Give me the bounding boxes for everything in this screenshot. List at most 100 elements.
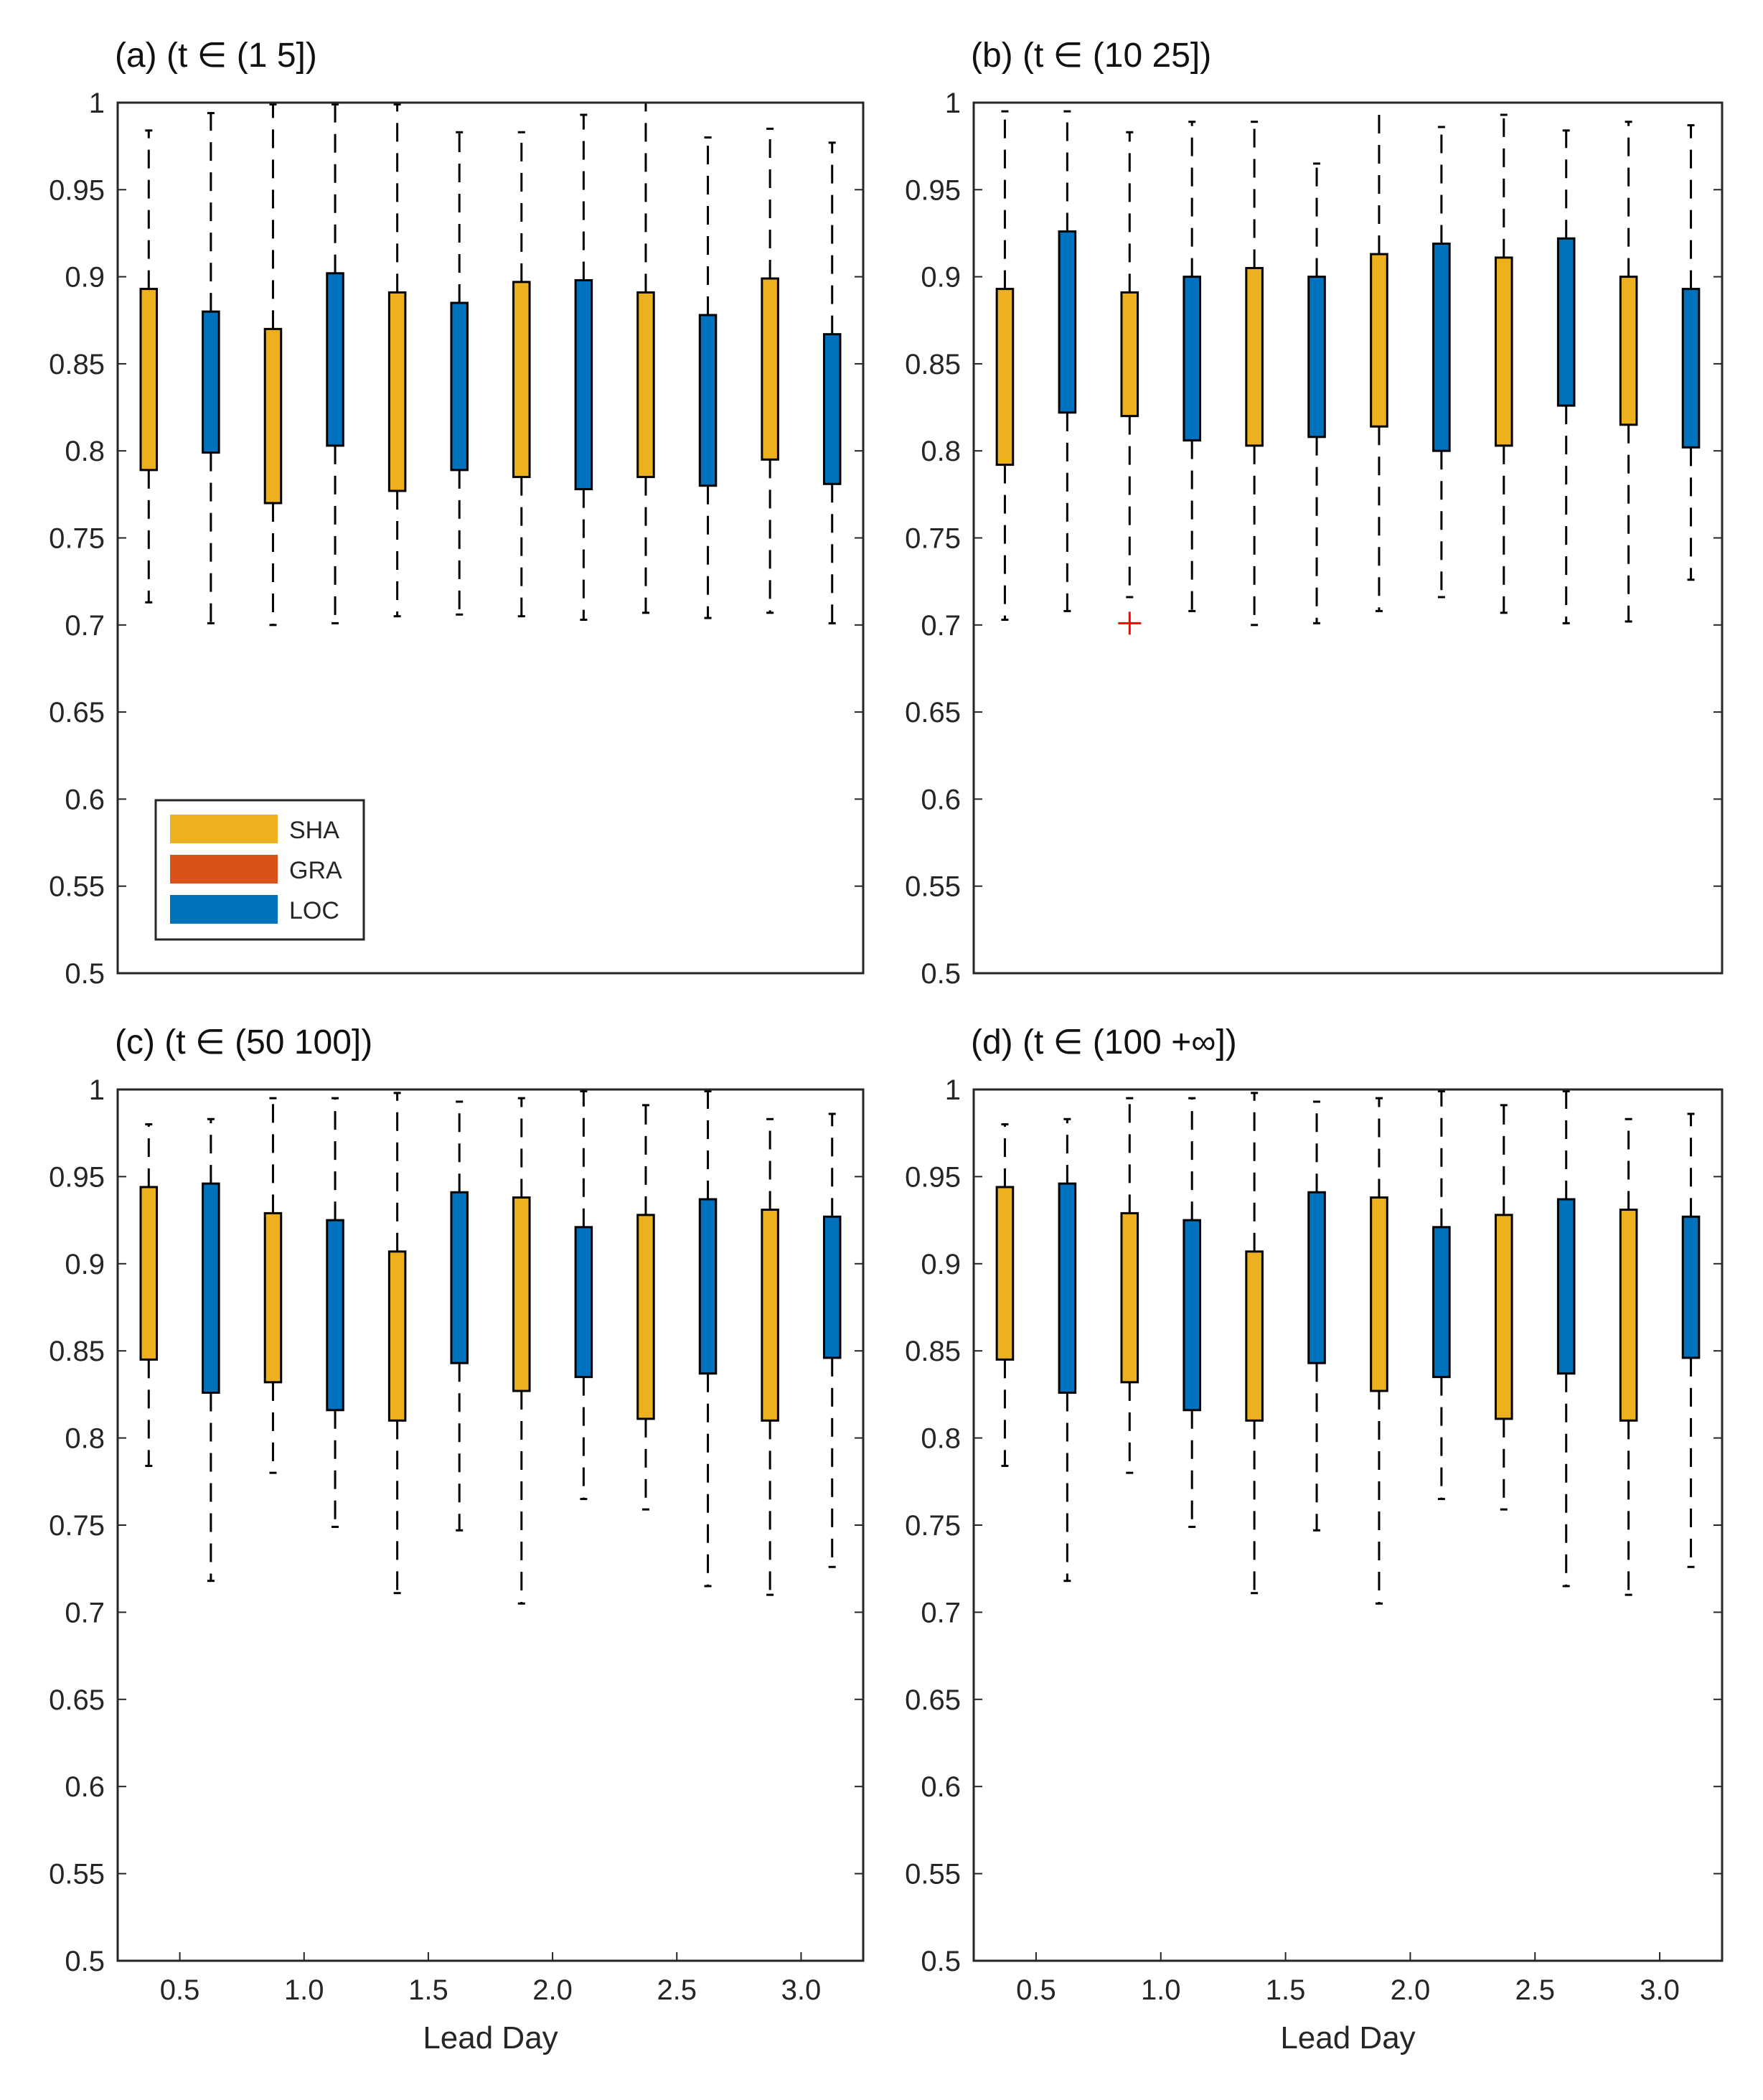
box-body <box>1120 1211 1139 1384</box>
box-loc <box>822 141 842 624</box>
box-body <box>1494 256 1513 447</box>
box-body <box>263 327 283 505</box>
box-body <box>1245 266 1264 447</box>
box-body <box>1370 1196 1388 1392</box>
axes-frame <box>972 101 1724 975</box>
box-sha <box>1245 1092 1264 1595</box>
box-body <box>1120 291 1139 418</box>
box-body <box>761 277 779 461</box>
x-tick-label: 1.0 <box>284 1974 324 2006</box>
box-body <box>1619 1209 1638 1422</box>
y-tick-label: 0.8 <box>65 1423 105 1455</box>
x-tick-label: 2.5 <box>1515 1974 1555 2006</box>
box-loc <box>326 103 344 624</box>
box-sha <box>1370 1097 1388 1605</box>
box-body <box>202 1182 220 1394</box>
box-body <box>1494 1214 1513 1420</box>
box-sha <box>995 110 1015 622</box>
y-tick-label: 0.55 <box>49 1859 105 1890</box>
y-tick-label: 0.75 <box>905 523 961 555</box>
box-loc <box>1556 129 1576 624</box>
x-tick-label: 2.5 <box>657 1974 697 2006</box>
box-loc <box>698 1089 718 1588</box>
y-tick-label: 0.6 <box>921 1771 961 1803</box>
box-sha <box>761 1117 779 1596</box>
y-tick-label: 0.5 <box>65 1946 105 1977</box>
y-tick-label: 0.95 <box>905 1161 961 1193</box>
y-tick-label: 0.5 <box>65 958 105 990</box>
box-body <box>1058 230 1077 414</box>
box-body <box>574 278 593 491</box>
box-body <box>698 1198 718 1375</box>
legend-swatch-loc <box>170 895 278 924</box>
legend-label-sha: SHA <box>289 817 339 844</box>
box-loc <box>698 136 718 619</box>
panel-title: (c) (t ∈ (50 100]) <box>115 1023 372 1061</box>
y-tick-label: 0.9 <box>921 262 961 294</box>
box-loc <box>1058 110 1077 612</box>
box-body <box>822 1215 842 1359</box>
panel-title: (b) (t ∈ (10 25]) <box>971 37 1211 75</box>
panel-a: (a) (t ∈ (1 5]) 0.5 0.55 0.6 0.65 0.7 0.75 0.8 0… <box>49 37 865 990</box>
box-body <box>139 288 159 472</box>
box-sha <box>636 1104 655 1511</box>
box-body <box>450 1191 469 1364</box>
y-tick-label: 0.75 <box>905 1510 961 1542</box>
y-tick-label: 1 <box>945 88 961 119</box>
y-tick-label: 0.55 <box>905 871 961 903</box>
box-loc <box>822 1112 842 1568</box>
y-tick-label: 0.85 <box>905 349 961 380</box>
box-body <box>1183 276 1202 442</box>
axes-frame <box>972 1088 1724 1962</box>
box-body <box>1619 276 1638 426</box>
legend-swatch-gra <box>170 855 278 883</box>
y-tick-label: 0.5 <box>921 1946 961 1977</box>
box-sha <box>1494 113 1513 614</box>
box-loc <box>574 1089 593 1501</box>
box-body <box>139 1186 159 1361</box>
box-body <box>995 1186 1015 1361</box>
y-tick-label: 0.65 <box>49 1684 105 1716</box>
box-body <box>512 1196 531 1392</box>
x-tick-label: 2.0 <box>532 1974 573 2006</box>
box-loc <box>202 1117 220 1583</box>
box-loc <box>1058 1117 1077 1583</box>
y-tick-label: 0.7 <box>921 1597 961 1628</box>
legend-swatch-sha <box>170 815 278 843</box>
x-tick-label: 3.0 <box>781 1974 822 2006</box>
y-tick-label: 0.95 <box>49 1161 105 1193</box>
box-sha <box>1120 131 1139 599</box>
y-tick-label: 0.85 <box>905 1336 961 1367</box>
y-tick-label: 0.95 <box>49 174 105 206</box>
y-tick-label: 0.65 <box>905 697 961 728</box>
y-tick-label: 1 <box>89 88 105 119</box>
x-tick-label: 0.5 <box>160 1974 200 2006</box>
box-sha <box>263 103 283 627</box>
box-sha <box>1619 121 1638 623</box>
x-tick-label: 1.5 <box>408 1974 448 2006</box>
box-body <box>1307 1191 1326 1364</box>
axes-frame <box>116 1088 865 1962</box>
box-body <box>387 1250 407 1422</box>
x-axis-label: Lead Day <box>423 2020 558 2056</box>
box-sha <box>1619 1117 1638 1596</box>
box-loc <box>1307 1100 1326 1532</box>
panel-title: (a) (t ∈ (1 5]) <box>115 37 317 75</box>
box-sha <box>1494 1104 1513 1511</box>
box-body <box>636 291 655 479</box>
box-body <box>1245 1250 1264 1422</box>
panel-d: (d) (t ∈ (100 +∞]) 0.5 0.55 0.6 0.65 0.7 0.75 0… <box>905 1023 1724 2056</box>
box-loc <box>1307 162 1326 624</box>
box-loc <box>574 113 593 622</box>
legend-label-loc: LOC <box>289 897 339 924</box>
box-sha <box>1370 101 1388 612</box>
box-sha <box>995 1123 1015 1467</box>
box-body <box>1432 1226 1451 1379</box>
box-body <box>1681 1215 1701 1359</box>
box-sha <box>139 1123 159 1467</box>
legend-label-gra: GRA <box>289 857 342 884</box>
x-tick-label: 3.0 <box>1640 1974 1680 2006</box>
box-loc <box>1681 1112 1701 1568</box>
box-body <box>995 288 1015 467</box>
box-body <box>326 272 344 447</box>
